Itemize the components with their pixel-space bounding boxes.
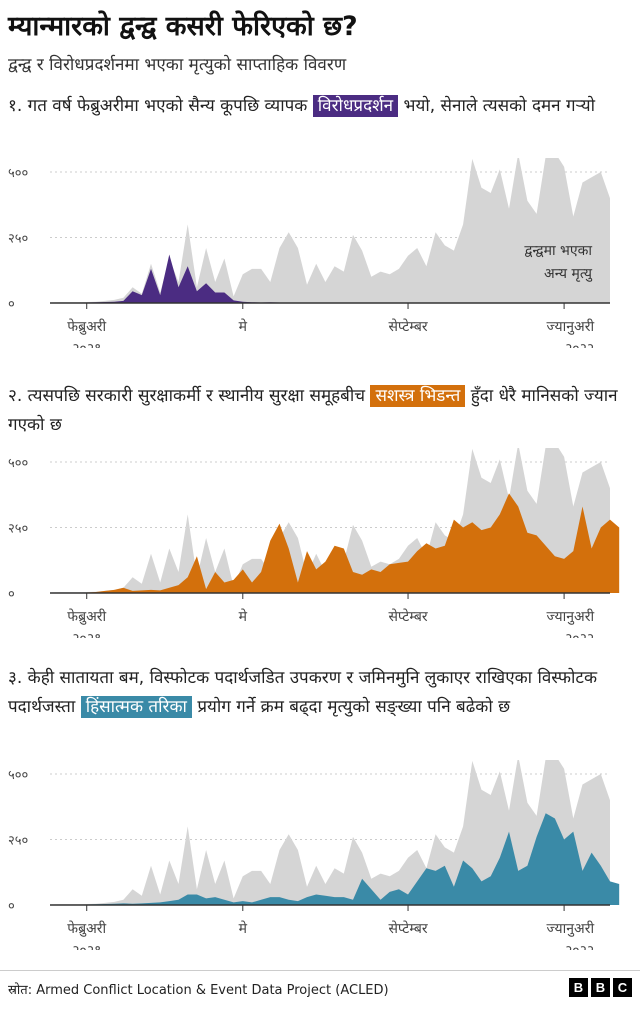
- x-tick-label: ज्यानुअरी: [547, 318, 595, 335]
- series-violent-methods-area: [50, 813, 620, 905]
- panel-2-heading-text: २. त्यसपछि सरकारी सुरक्षाकर्मी र स्थानीय…: [8, 386, 371, 406]
- x-tick-label: मे: [239, 920, 248, 937]
- annotation-other-deaths: द्वन्द्वमा भएका: [524, 243, 592, 259]
- y-tick-label: ०: [8, 297, 15, 312]
- annotation-other-deaths-line2: अन्य मृत्यु: [544, 266, 593, 282]
- x-tick-label: मे: [239, 608, 248, 625]
- panel-2-highlight: सशस्त्र भिडन्त: [370, 385, 466, 407]
- x-tick-label: ज्यानुअरी: [547, 920, 595, 937]
- x-tick-label-year: २०२२: [565, 631, 594, 638]
- x-tick-label-year: २०२१: [72, 341, 101, 348]
- y-tick-label: ५००: [8, 768, 28, 783]
- panel-2-heading-text-end: हुँदा धेरै मानिसको ज्यान गएको छ: [8, 386, 618, 435]
- panel-3-heading-text: ३. केही सातायता बम, विस्फोटक पदार्थजडित …: [8, 668, 598, 717]
- x-tick-label-year: २०२१: [72, 943, 101, 950]
- chart-protests: ० २५० ५०० फेब्रुअरी २०२१ मे सेप्टेम्बर ज्यानुअर…: [0, 158, 640, 348]
- series-armed-clashes-area: [50, 493, 620, 593]
- y-tick-label: ०: [8, 587, 15, 602]
- panel-1-highlight: विरोधप्रदर्शन: [312, 95, 399, 117]
- chart-violent-methods: ० २५० ५०० फेब्रुअरी २०२१ मे सेप्टेम्बर ज्यानुअर…: [0, 760, 640, 950]
- x-tick-label: सेप्टेम्बर: [388, 318, 427, 335]
- series-total-area: [50, 158, 610, 303]
- panel-1-heading-text-end: भयो, सेनाले त्यसको दमन गर्‍यो: [398, 96, 596, 116]
- panel-1-heading: १. गत वर्ष फेब्रुअरीमा भएको सैन्य कूपछि …: [8, 92, 636, 121]
- panel-3-heading-text-end: प्रयोग गर्ने क्रम बढ्दा मृत्युको सङ्ख्या…: [191, 697, 511, 717]
- y-tick-label: २५०: [8, 522, 28, 537]
- page-subtitle: द्वन्द्व र विरोधप्रदर्शनमा भएका मृत्युको…: [8, 55, 347, 75]
- x-tick-label: मे: [239, 318, 248, 335]
- x-tick-label-year: २०२२: [565, 943, 594, 950]
- panel-3-heading: ३. केही सातायता बम, विस्फोटक पदार्थजडित …: [8, 664, 636, 722]
- panel-2-heading: २. त्यसपछि सरकारी सुरक्षाकर्मी र स्थानीय…: [8, 382, 636, 440]
- bbc-logo-letter: B: [591, 978, 610, 997]
- y-tick-label: ५००: [8, 166, 28, 181]
- series-protests-area: [50, 254, 610, 303]
- y-tick-label: २५०: [8, 834, 28, 849]
- y-tick-label: ०: [8, 899, 15, 914]
- x-tick-label: फेब्रुअरी: [67, 608, 106, 625]
- source-note: स्रोत: Armed Conflict Location & Event D…: [8, 983, 389, 998]
- y-tick-label: ५००: [8, 456, 28, 471]
- panel-1-heading-text: १. गत वर्ष फेब्रुअरीमा भएको सैन्य कूपछि …: [8, 96, 313, 116]
- bbc-logo-letter: B: [569, 978, 588, 997]
- x-tick-label: सेप्टेम्बर: [388, 608, 427, 625]
- chart-armed-clashes-svg: ० २५० ५०० फेब्रुअरी २०२१ मे सेप्टेम्बर ज्यानुअर…: [8, 448, 620, 638]
- x-tick-label: ज्यानुअरी: [547, 608, 595, 625]
- x-tick-label: सेप्टेम्बर: [388, 920, 427, 937]
- chart-violent-methods-svg: ० २५० ५०० फेब्रुअरी २०२१ मे सेप्टेम्बर ज्यानुअर…: [8, 760, 620, 950]
- footer-divider: [0, 970, 640, 971]
- x-tick-label-year: २०२२: [565, 341, 594, 348]
- panel-3-highlight: हिंसात्मक तरिका: [80, 696, 192, 718]
- page-title: म्यान्मारको द्वन्द्व कसरी फेरिएको छ?: [8, 11, 358, 42]
- x-tick-label-year: २०२१: [72, 631, 101, 638]
- x-tick-label: फेब्रुअरी: [67, 318, 106, 335]
- y-tick-label: २५०: [8, 232, 28, 247]
- chart-protests-svg: ० २५० ५०० फेब्रुअरी २०२१ मे सेप्टेम्बर ज्यानुअर…: [8, 158, 610, 348]
- bbc-logo: B B C: [569, 978, 632, 997]
- chart-armed-clashes: ० २५० ५०० फेब्रुअरी २०२१ मे सेप्टेम्बर ज्यानुअर…: [0, 448, 640, 638]
- x-tick-label: फेब्रुअरी: [67, 920, 106, 937]
- bbc-logo-letter: C: [613, 978, 632, 997]
